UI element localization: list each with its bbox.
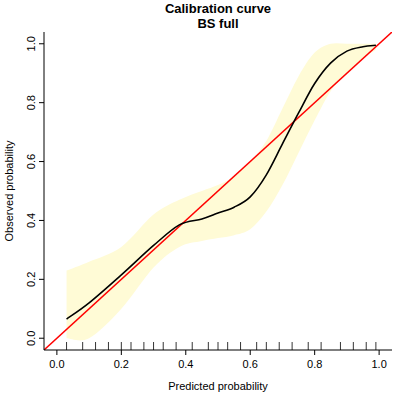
y-tick	[39, 279, 44, 280]
rug-tick	[340, 342, 341, 350]
x-axis	[44, 350, 392, 351]
subtitle: BS full	[197, 16, 238, 31]
y-axis-label: Observed probability	[3, 140, 15, 241]
confidence-band	[67, 43, 376, 340]
y-tick-label: 0.0	[25, 331, 37, 346]
x-tick	[314, 350, 315, 355]
x-tick	[250, 350, 251, 355]
x-tick-label: 0.0	[49, 358, 64, 370]
x-tick-label: 0.4	[178, 358, 193, 370]
y-tick	[39, 338, 44, 339]
y-axis	[44, 32, 45, 350]
rug-tick	[95, 342, 96, 350]
y-tick	[39, 102, 44, 103]
rug-tick	[266, 342, 267, 350]
rug-tick	[143, 342, 144, 350]
x-tick-label: 0.8	[307, 358, 322, 370]
rug-tick	[227, 342, 228, 350]
x-tick	[56, 350, 57, 355]
rug-tick	[256, 342, 257, 350]
title: Calibration curve	[165, 1, 271, 16]
rug-tick	[121, 342, 122, 350]
x-tick-label: 0.6	[243, 358, 258, 370]
reference-line	[44, 32, 392, 350]
x-tick-label: 0.2	[114, 358, 129, 370]
y-tick	[39, 220, 44, 221]
y-tick-label: 0.4	[25, 213, 37, 228]
rug-tick	[176, 342, 177, 350]
rug-tick	[366, 342, 367, 350]
y-tick	[39, 161, 44, 162]
calibration-curve	[67, 45, 376, 319]
y-tick-label: 0.2	[25, 272, 37, 287]
y-tick-label: 0.6	[25, 154, 37, 169]
y-tick-label: 1.0	[25, 36, 37, 51]
rug-tick	[163, 342, 164, 350]
rug-tick	[82, 342, 83, 350]
rug-tick	[218, 342, 219, 350]
rug-tick	[108, 342, 109, 350]
rug-tick	[321, 342, 322, 350]
y-tick	[39, 43, 44, 44]
x-axis-label: Predicted probability	[168, 380, 268, 392]
x-tick-label: 1.0	[371, 358, 386, 370]
plot-area	[44, 32, 392, 350]
rug-tick	[308, 342, 309, 350]
rug-tick	[208, 342, 209, 350]
chart: Calibration curveBS full 0.0 0.2 0.4 0.6 0.8 1…	[0, 0, 398, 400]
rug-tick	[192, 342, 193, 350]
rug-tick	[353, 342, 354, 350]
rug-tick	[292, 342, 293, 350]
rug-tick	[153, 342, 154, 350]
x-tick	[379, 350, 380, 355]
rug-tick	[240, 342, 241, 350]
y-tick-label: 0.8	[25, 95, 37, 110]
x-tick	[185, 350, 186, 355]
rug-tick	[131, 342, 132, 350]
rug-tick	[375, 342, 376, 350]
rug-tick	[66, 342, 67, 350]
rug-tick	[279, 342, 280, 350]
x-tick	[121, 350, 122, 355]
